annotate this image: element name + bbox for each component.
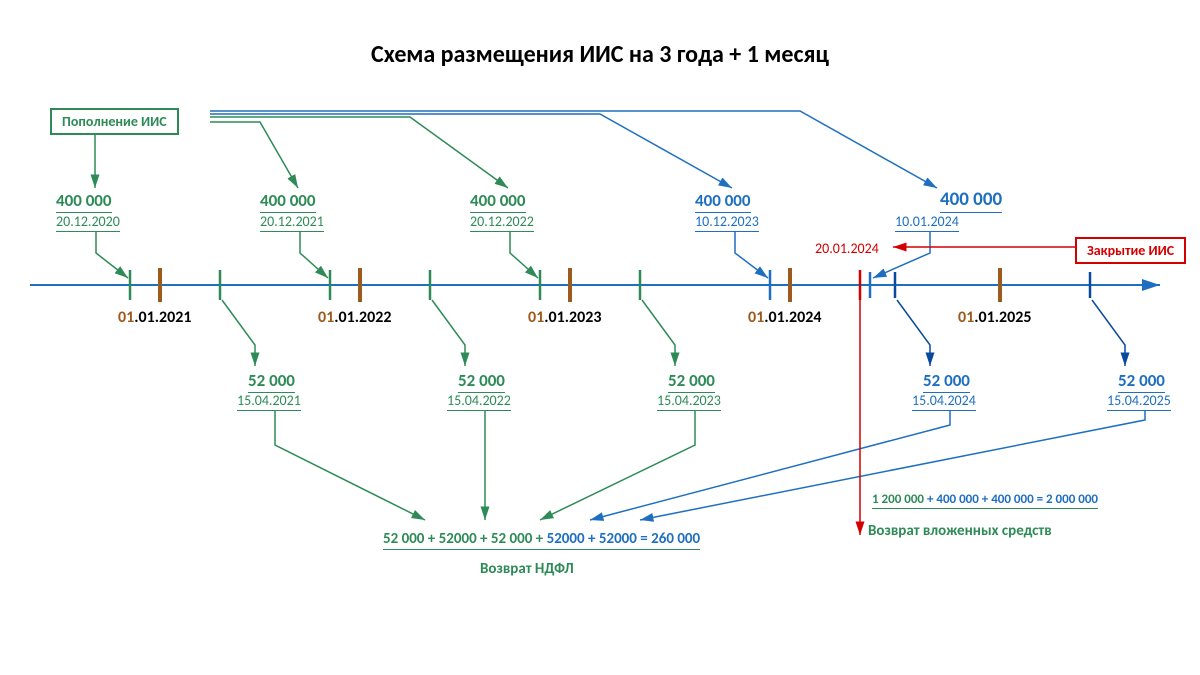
diagram-title: Схема размещения ИИС на 3 года + 1 месяц bbox=[0, 40, 1200, 69]
close-date: 20.01.2024 bbox=[815, 240, 879, 257]
ndfl-label: Возврат НДФЛ bbox=[480, 560, 574, 578]
deposit-date-2: 20.12.2022 bbox=[470, 213, 534, 232]
refund-date-0: 15.04.2021 bbox=[237, 392, 301, 411]
refund-amount-3: 52 000 bbox=[923, 370, 970, 393]
diagram-svg bbox=[0, 0, 1200, 675]
year-1: 01.01.2022 bbox=[318, 308, 391, 327]
legend-deposit-label: Пополнение ИИС bbox=[62, 113, 167, 130]
refund-date-3: 15.04.2024 bbox=[912, 392, 976, 411]
ndfl-summary: 52 000 + 52000 + 52 000 + 52000 + 52000 … bbox=[383, 530, 700, 550]
refund-date-1: 15.04.2022 bbox=[447, 392, 511, 411]
year-0: 01.01.2021 bbox=[118, 308, 191, 327]
deposit-date-0: 20.12.2020 bbox=[56, 213, 120, 232]
deposit-amount-0: 400 000 bbox=[56, 190, 112, 213]
deposit-amount-3: 400 000 bbox=[695, 190, 751, 213]
year-3: 01.01.2024 bbox=[748, 308, 821, 327]
refund-date-2: 15.04.2023 bbox=[657, 392, 721, 411]
refund-amount-4: 52 000 bbox=[1118, 370, 1165, 393]
funds-label: Возврат вложенных средств bbox=[868, 522, 1052, 540]
deposit-date-3: 10.12.2023 bbox=[695, 213, 759, 232]
year-2: 01.01.2023 bbox=[528, 308, 601, 327]
refund-amount-2: 52 000 bbox=[668, 370, 715, 393]
deposit-amount-4: 400 000 bbox=[940, 188, 1002, 213]
legend-close-box: Закрытие ИИС bbox=[1075, 237, 1186, 264]
deposit-date-4: 10.01.2024 bbox=[895, 213, 959, 232]
deposit-date-1: 20.12.2021 bbox=[260, 213, 324, 232]
refund-amount-1: 52 000 bbox=[458, 370, 505, 393]
year-4: 01.01.2025 bbox=[958, 308, 1031, 327]
deposit-amount-2: 400 000 bbox=[470, 190, 526, 213]
refund-amount-0: 52 000 bbox=[248, 370, 295, 393]
legend-close-label: Закрытие ИИС bbox=[1087, 242, 1174, 259]
deposit-amount-1: 400 000 bbox=[260, 190, 316, 213]
refund-date-4: 15.04.2025 bbox=[1107, 392, 1171, 411]
funds-summary: 1 200 000 + 400 000 + 400 000 = 2 000 00… bbox=[872, 492, 1098, 509]
legend-deposit-box: Пополнение ИИС bbox=[50, 108, 179, 135]
